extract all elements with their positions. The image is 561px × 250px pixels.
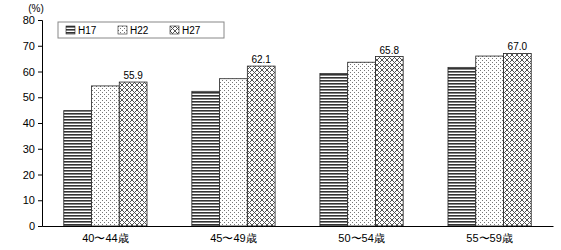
y-tick-mark bbox=[38, 123, 42, 124]
y-tick-label: 50 bbox=[23, 91, 35, 103]
y-tick-label: 40 bbox=[23, 117, 35, 129]
y-tick-mark bbox=[38, 200, 42, 201]
legend-swatch bbox=[66, 26, 75, 34]
legend-swatch bbox=[170, 26, 179, 34]
x-tick-label: 45〜49歳 bbox=[210, 232, 256, 244]
legend-item: H22 bbox=[118, 25, 149, 36]
bar bbox=[220, 79, 248, 226]
y-tick: 0 bbox=[29, 220, 42, 232]
y-tick-mark bbox=[38, 46, 42, 47]
y-tick-label: 60 bbox=[23, 66, 35, 78]
bar bbox=[192, 91, 220, 226]
legend-label: H27 bbox=[182, 25, 201, 36]
x-tick-label: 40〜44歳 bbox=[82, 232, 128, 244]
bar bbox=[503, 53, 531, 226]
bar bbox=[348, 62, 376, 226]
x-tick-label: 55〜59歳 bbox=[466, 232, 512, 244]
y-tick-mark bbox=[38, 149, 42, 150]
y-axis-line bbox=[38, 21, 43, 227]
legend-label: H22 bbox=[130, 25, 149, 36]
x-axis: 40〜44歳 45〜49歳 50〜54歳 55〜59歳 bbox=[43, 226, 554, 244]
y-tick-label: 10 bbox=[23, 194, 35, 206]
y-tick: 50 bbox=[23, 91, 42, 103]
x-tick: 40〜44歳 bbox=[82, 226, 128, 244]
y-tick: 10 bbox=[23, 194, 42, 206]
legend-swatch bbox=[118, 26, 127, 34]
legend-label: H17 bbox=[78, 25, 97, 36]
data-label: 55.9 bbox=[123, 70, 143, 81]
y-tick-label: 20 bbox=[23, 169, 35, 181]
y-axis: 0 10 20 30 40 50 60 70 80 bbox=[23, 14, 43, 232]
y-tick: 20 bbox=[23, 169, 42, 181]
data-label: 67.0 bbox=[508, 41, 528, 52]
data-label: 65.8 bbox=[380, 45, 400, 56]
bars bbox=[64, 53, 531, 226]
bar bbox=[119, 82, 147, 226]
legend-box bbox=[58, 22, 224, 38]
legend-item: H27 bbox=[170, 25, 201, 36]
y-tick-mark bbox=[38, 175, 42, 176]
x-tick: 55〜59歳 bbox=[466, 226, 512, 244]
legend: H17 H22 H27 bbox=[58, 22, 224, 38]
y-tick-mark bbox=[38, 20, 42, 21]
bar bbox=[375, 57, 403, 226]
y-tick: 70 bbox=[23, 40, 42, 52]
y-tick-label: 0 bbox=[29, 220, 35, 232]
legend-item: H17 bbox=[66, 25, 97, 36]
x-tick: 50〜54歳 bbox=[338, 226, 384, 244]
bar bbox=[64, 111, 92, 226]
y-tick: 80 bbox=[23, 14, 42, 26]
data-label: 62.1 bbox=[251, 54, 271, 65]
y-tick: 40 bbox=[23, 117, 42, 129]
y-tick: 60 bbox=[23, 66, 42, 78]
y-tick: 30 bbox=[23, 143, 42, 155]
y-tick-mark bbox=[38, 97, 42, 98]
bar bbox=[92, 86, 120, 226]
plot: 0 10 20 30 40 50 60 70 80 40〜44歳 45〜49歳 50〜54歳 55〜59… bbox=[23, 14, 554, 244]
y-tick-mark bbox=[38, 226, 42, 227]
y-tick-label: 80 bbox=[23, 14, 35, 26]
y-tick-label: 70 bbox=[23, 40, 35, 52]
x-tick-label: 50〜54歳 bbox=[338, 232, 384, 244]
y-tick-mark bbox=[38, 72, 42, 73]
bar bbox=[247, 66, 275, 226]
bar bbox=[476, 56, 504, 226]
chart: 0 10 20 30 40 50 60 70 80 40〜44歳 45〜49歳 50〜54歳 55〜59… bbox=[0, 0, 561, 250]
x-tick: 45〜49歳 bbox=[210, 226, 256, 244]
x-axis-line bbox=[43, 226, 554, 227]
y-axis-title: (%) bbox=[28, 3, 44, 14]
bar bbox=[448, 67, 476, 226]
bar bbox=[320, 74, 348, 226]
data-labels: 55.9 62.1 65.8 67.0 bbox=[123, 41, 527, 81]
y-tick-label: 30 bbox=[23, 143, 35, 155]
